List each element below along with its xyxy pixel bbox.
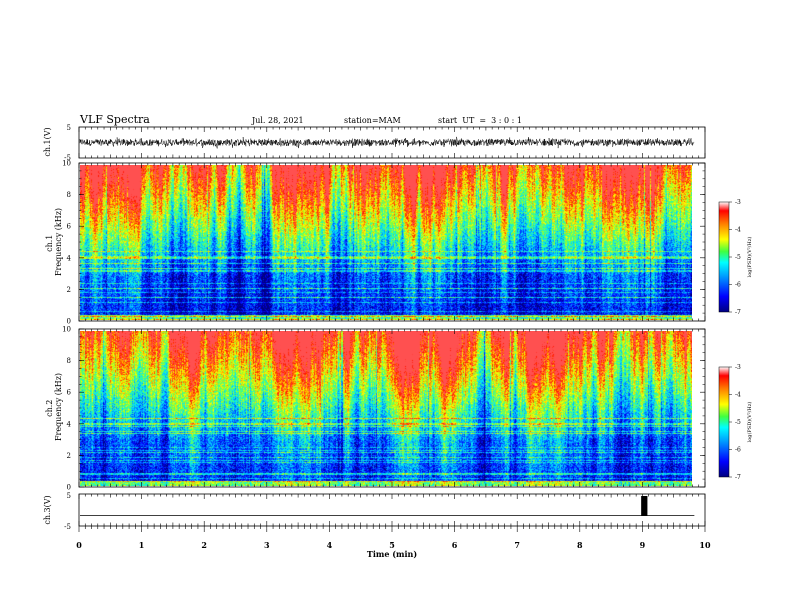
- time-tick-label: 1: [139, 540, 145, 550]
- frequency-tick-label: 4: [67, 254, 72, 262]
- ch2-colorbar: [718, 366, 730, 478]
- date-label: Jul. 28, 2021: [251, 116, 304, 125]
- ch2-spectrogram-yticks: 0 2 4 6 8 10: [62, 326, 705, 492]
- colorbar-tick-label: -4: [735, 227, 741, 234]
- ch1-ylabel: ch.1(V): [43, 127, 52, 156]
- time-axis-tick-labels: 0 1 2 3 4 5 6 7 8 9 10: [76, 540, 711, 550]
- frequency-tick-label: 2: [67, 452, 71, 460]
- time-tick-label: 3: [264, 540, 270, 550]
- ch1-spectrogram-image: [80, 165, 692, 320]
- time-tick-label: 0: [76, 540, 82, 550]
- ch1-waveform-trace: [79, 136, 695, 149]
- start-time-label: start UT = 3 : 0 : 1: [438, 116, 522, 125]
- colorbar-tick-label: -7: [735, 309, 741, 316]
- frequency-tick-label: 6: [67, 223, 72, 231]
- colorbar-tick-label: -3: [735, 364, 741, 371]
- colorbar-tick-label: -4: [735, 392, 741, 399]
- frequency-tick-label: 8: [67, 357, 71, 365]
- frequency-tick-label: 10: [62, 160, 71, 168]
- frequency-tick-label: 6: [67, 389, 72, 397]
- frequency-tick-label: 0: [67, 318, 71, 326]
- ch1-ytick-top: 5: [67, 124, 71, 132]
- ch3-ytick-bottom: -5: [64, 523, 71, 531]
- ch3-waveform-panel: 5 -5 ch.3(V): [43, 492, 706, 531]
- ch1-ytick-bottom: -5: [64, 154, 71, 162]
- time-tick-label: 8: [577, 540, 583, 550]
- ch3-pulse: [641, 496, 648, 516]
- station-label: station=MAM: [344, 116, 401, 125]
- ch1-colorbar-ticks: -3 -4 -5 -6 -7: [729, 199, 741, 316]
- time-axis-label: Time (min): [367, 549, 417, 559]
- ch3-ylabel: ch.3(V): [43, 495, 52, 524]
- frequency-tick-label: 0: [67, 484, 71, 492]
- ch1-waveform-panel: 5 -5 ch.1(V): [43, 124, 706, 162]
- frequency-tick-label: 10: [62, 326, 71, 334]
- ch1-colorbar: [718, 201, 730, 313]
- ch1-colorbar-label: log(PSD)(V²/Hz): [746, 237, 753, 278]
- ch3-waveform-trace: [80, 496, 695, 516]
- ch2-colorbar-label: log(PSD)(V²/Hz): [746, 402, 753, 443]
- ch1-waveform-line: [79, 136, 695, 149]
- colorbar-tick-label: -5: [735, 254, 741, 261]
- ch3-ytick-top: 5: [67, 492, 71, 500]
- ch2-colorbar-ticks: -3 -4 -5 -6 -7: [729, 364, 741, 481]
- colorbar-tick-label: -6: [735, 447, 741, 454]
- time-tick-label: 4: [327, 540, 333, 550]
- figure-title: VLF Spectra: [79, 113, 150, 126]
- time-tick-label: 6: [452, 540, 458, 550]
- colorbar-tick-label: -7: [735, 474, 741, 481]
- time-tick-label: 7: [514, 540, 520, 550]
- colorbar-tick-label: -3: [735, 199, 741, 206]
- ch1-spectrogram-ylabel: ch.1 Frequency (kHz): [45, 208, 63, 276]
- ch1-spectrogram-yticks: 0 2 4 6 8 10: [62, 160, 705, 326]
- frequency-tick-label: 2: [67, 286, 71, 294]
- ch2-spectrogram-image: [80, 331, 692, 486]
- frequency-tick-label: 8: [67, 191, 71, 199]
- time-tick-label: 10: [699, 540, 711, 550]
- colorbar-tick-label: -6: [735, 282, 741, 289]
- ch2-spectrogram-ylabel: ch.2 Frequency (kHz): [45, 373, 63, 441]
- time-tick-label: 9: [640, 540, 646, 550]
- time-tick-label: 5: [389, 540, 395, 550]
- colorbar-tick-label: -5: [735, 419, 741, 426]
- time-tick-marks: [78, 127, 706, 532]
- time-tick-label: 2: [201, 540, 207, 550]
- frequency-tick-label: 4: [67, 420, 72, 428]
